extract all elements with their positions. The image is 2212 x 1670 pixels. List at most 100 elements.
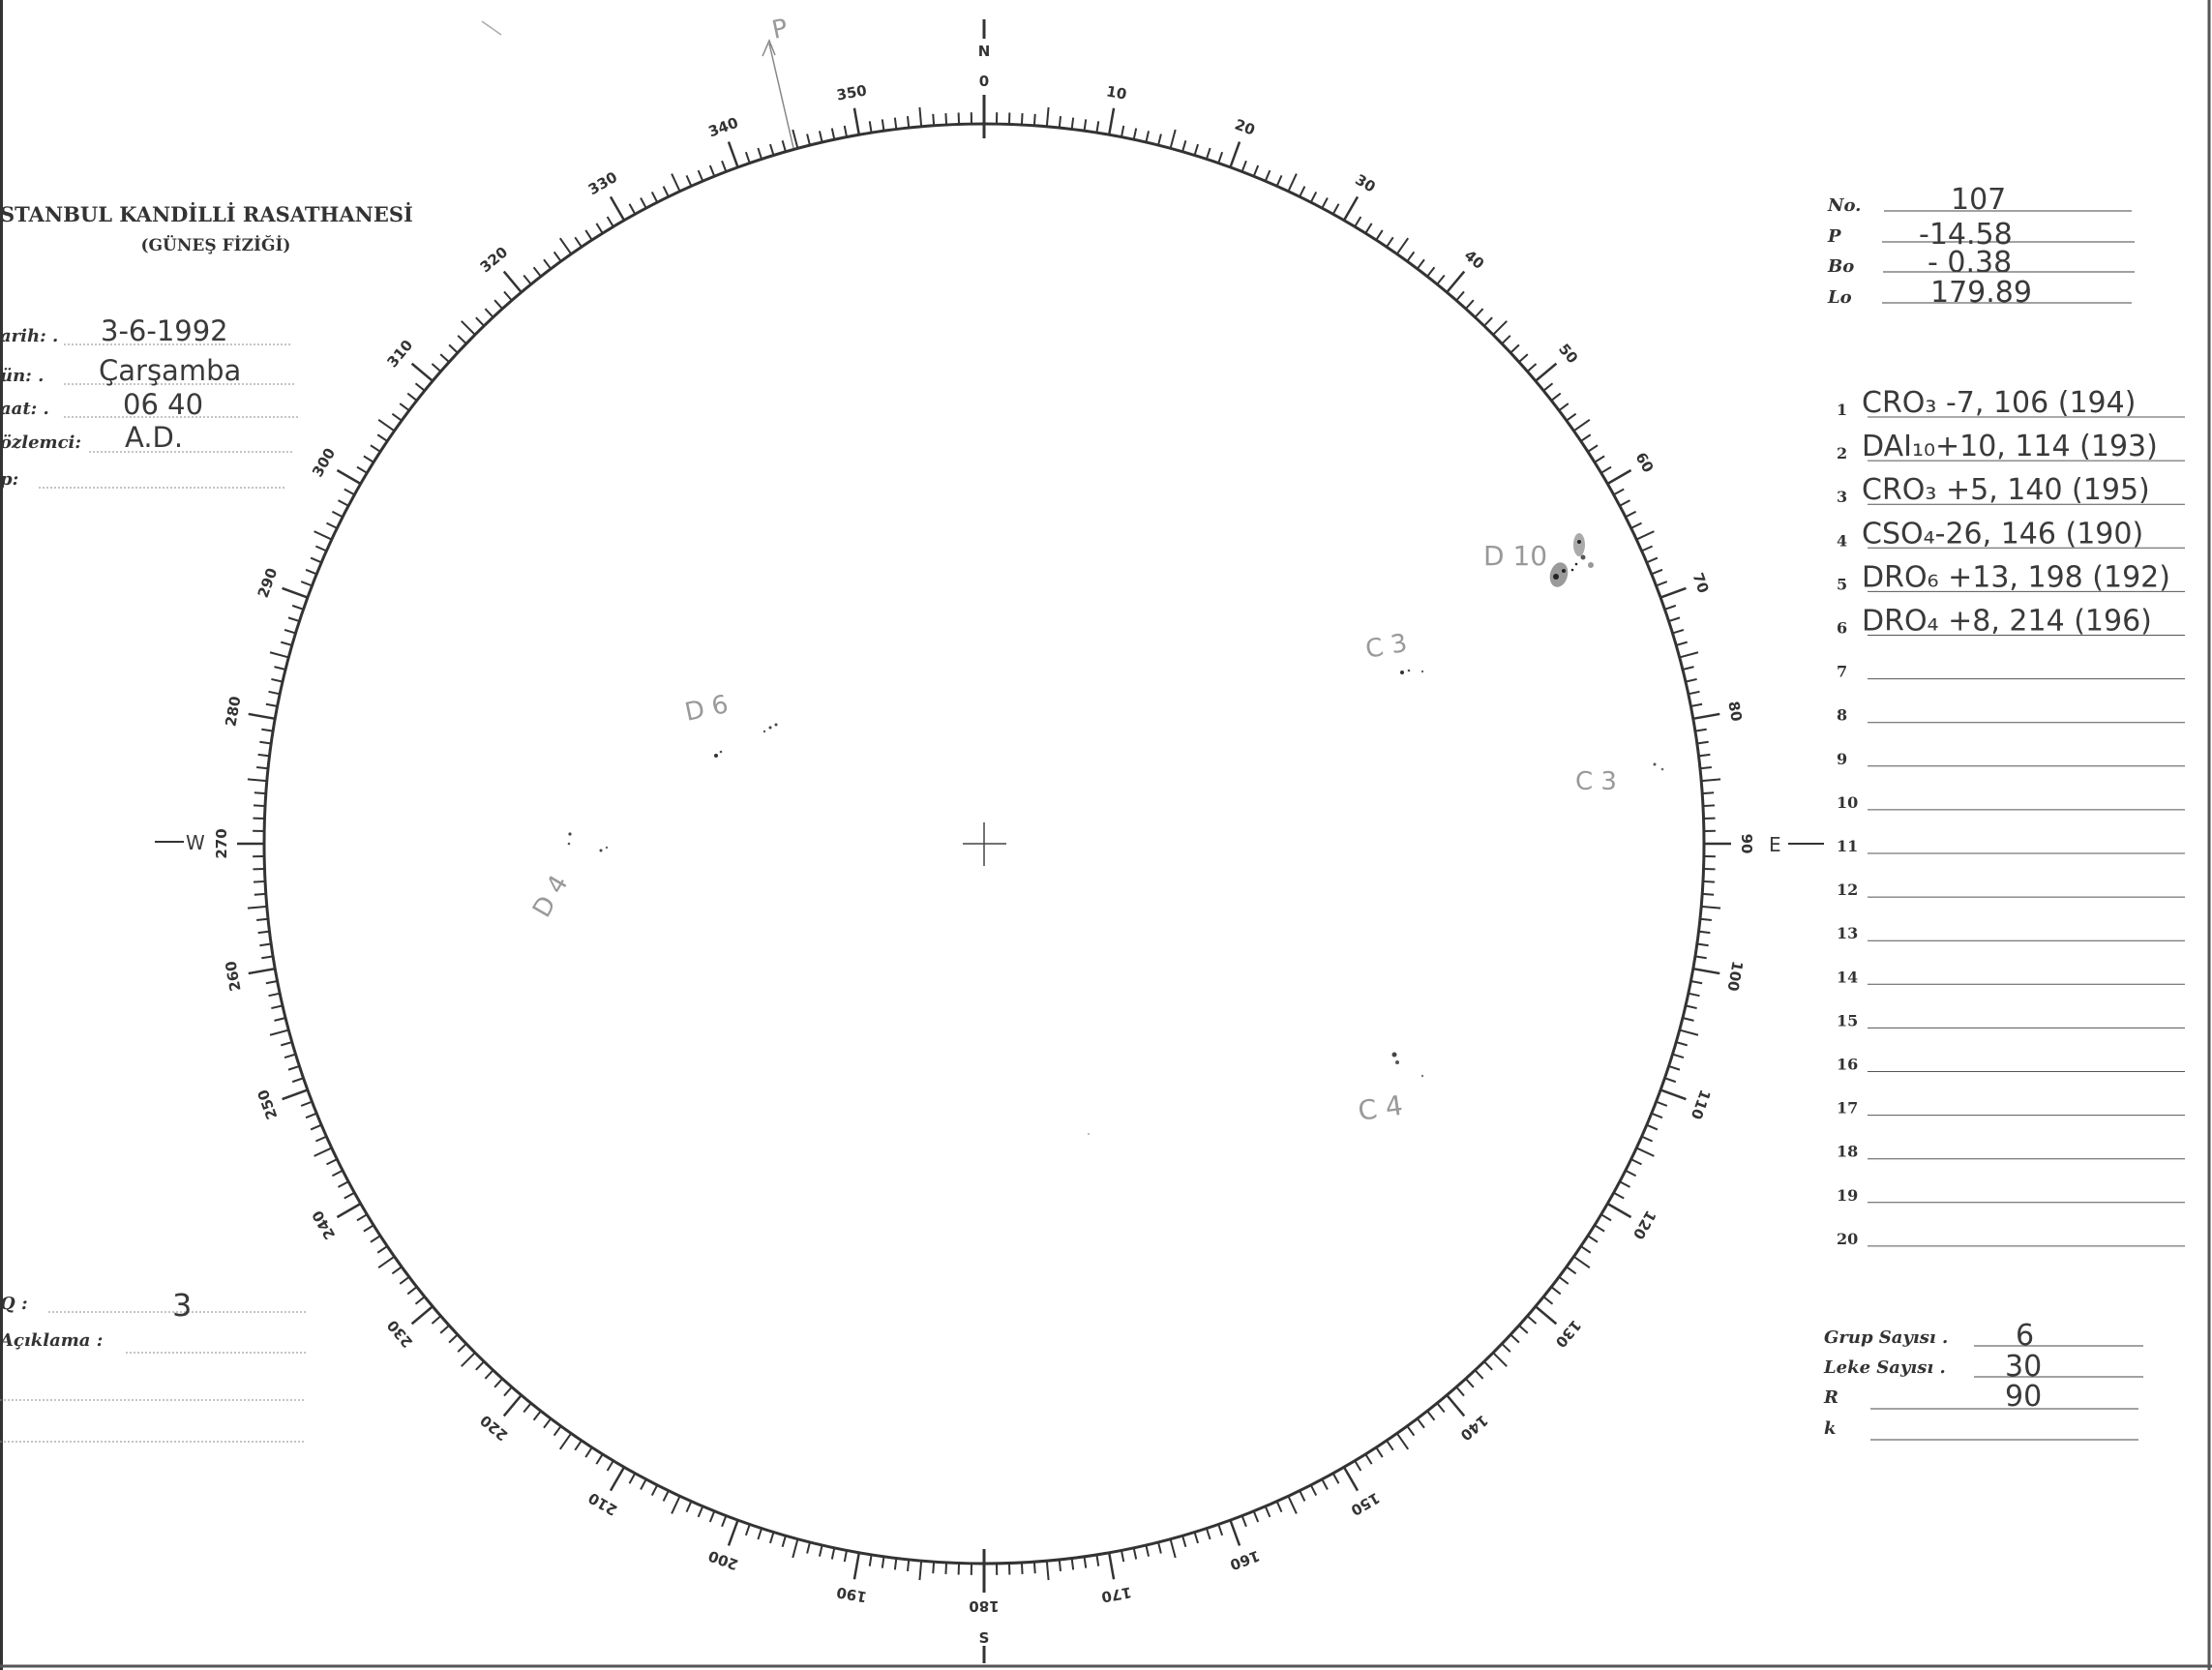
scale-tick (1083, 1556, 1088, 1568)
r-label: R (1823, 1387, 1838, 1408)
date-label: arih: . (0, 326, 58, 346)
scale-tick (1309, 1484, 1318, 1497)
scale-tick (1446, 270, 1466, 293)
scale-tick (1694, 728, 1707, 732)
sunspot-group-c3-east: C 3 (1575, 762, 1664, 796)
scale-tick (1587, 444, 1599, 453)
observer-value: A.D. (125, 421, 183, 454)
scale-tick (1526, 363, 1538, 373)
sunspot-group-c3-north: C 3 (1363, 629, 1424, 674)
scale-tick (326, 1158, 338, 1166)
time-label: aat: . (0, 399, 49, 419)
scale-tick (671, 173, 681, 193)
scale-tick (881, 119, 885, 132)
scale-tick (1580, 1245, 1592, 1254)
scale-tick (1702, 880, 1716, 883)
scale-tick (1690, 979, 1703, 985)
scale-tick (1641, 1135, 1654, 1143)
scale-tick (399, 403, 410, 412)
day-label: ün: . (0, 366, 44, 386)
scale-tick (248, 712, 276, 721)
r-value: 90 (2005, 1380, 2042, 1414)
scale-tick (1630, 1158, 1642, 1166)
sunspot-label: C 3 (1575, 767, 1617, 796)
observatory-subtitle: (GÜNEŞ FİZİĞİ) (141, 235, 291, 255)
scale-tick (1217, 151, 1224, 164)
scale-tick (300, 581, 313, 587)
scale-tick (1045, 1561, 1050, 1581)
scale-tick (314, 1135, 327, 1143)
scale-tick (757, 1528, 763, 1540)
group-row-number: 17 (1837, 1099, 1858, 1118)
scale-tick (1455, 1386, 1465, 1397)
scale-tick (1635, 530, 1655, 541)
scale-label: 0 (979, 73, 989, 90)
scale-tick (338, 1180, 349, 1188)
scale-tick (457, 335, 467, 344)
p-angle-label: P (1827, 226, 1841, 247)
scale-tick (697, 1506, 704, 1518)
scale-tick (1701, 905, 1721, 910)
scale-tick (439, 1325, 450, 1334)
group-row: 8 (1837, 706, 2185, 725)
no-value: 107 (1951, 183, 2006, 217)
sunspot-label: D 4 (527, 871, 574, 923)
scale-tick (584, 229, 593, 241)
scale-tick (248, 967, 276, 975)
scale-tick (1354, 216, 1362, 227)
scale-tick (1309, 191, 1318, 203)
scale-tick (852, 107, 861, 135)
scale-tick (1241, 160, 1247, 172)
scale-tick (376, 433, 388, 442)
scale-tick (331, 1169, 344, 1178)
scale-tick (1606, 468, 1632, 486)
scale-tick (1510, 343, 1520, 354)
scale-tick (370, 1235, 381, 1243)
scale-tick (1083, 119, 1088, 132)
scale-tick (1510, 1333, 1520, 1344)
scale-tick (414, 1296, 426, 1305)
scale-tick (256, 765, 269, 770)
scale-tick (377, 418, 396, 432)
group-count-label: Grup Sayısı . (1824, 1327, 1948, 1348)
scale-label: 170 (1100, 1583, 1133, 1605)
scale-tick (1518, 353, 1529, 363)
scale-tick (282, 1088, 309, 1101)
scale-tick (265, 702, 278, 708)
scale-tick (336, 468, 362, 486)
scale-tick (1572, 1255, 1591, 1269)
group-row: 20 (1837, 1230, 2185, 1248)
scale-label: 60 (1631, 449, 1657, 475)
scale-tick (558, 1432, 573, 1450)
scale-tick (356, 1213, 368, 1222)
scale-tick (1169, 129, 1177, 149)
pencil-mark (481, 20, 502, 36)
scale-tick (553, 1425, 562, 1437)
sunspot-label: C 3 (1363, 629, 1410, 665)
scale-tick (1193, 1532, 1199, 1544)
scale-tick (1406, 251, 1416, 262)
scale-tick (640, 1478, 647, 1490)
scale-tick (282, 586, 309, 599)
group-row-number: 4 (1837, 531, 1847, 550)
scale-label: 230 (383, 1317, 416, 1352)
scale-tick (1483, 316, 1493, 327)
scale-tick (1679, 651, 1699, 659)
scale-tick (628, 1473, 637, 1484)
group-row: 6 DRO₄ +8, 214 (196) (1837, 605, 2185, 639)
scale-tick (326, 522, 338, 529)
scale-tick (1675, 641, 1688, 646)
scale-tick (1526, 1315, 1538, 1325)
spot-count-value: 30 (2005, 1350, 2042, 1384)
summary-fields: Grup Sayısı . 6 Leke Sayısı . 30 R 90 k (1823, 1319, 2143, 1441)
scale-tick (792, 129, 799, 149)
scale-tick (461, 320, 476, 336)
scale-tick (1702, 804, 1716, 808)
scale-tick (1436, 1402, 1446, 1414)
scale-tick (1625, 510, 1637, 519)
scale-tick (918, 106, 923, 127)
scale-tick (1132, 1547, 1138, 1560)
scale-tick (1518, 1325, 1529, 1334)
scale-tick (1169, 1538, 1177, 1559)
scale-tick (391, 412, 403, 422)
